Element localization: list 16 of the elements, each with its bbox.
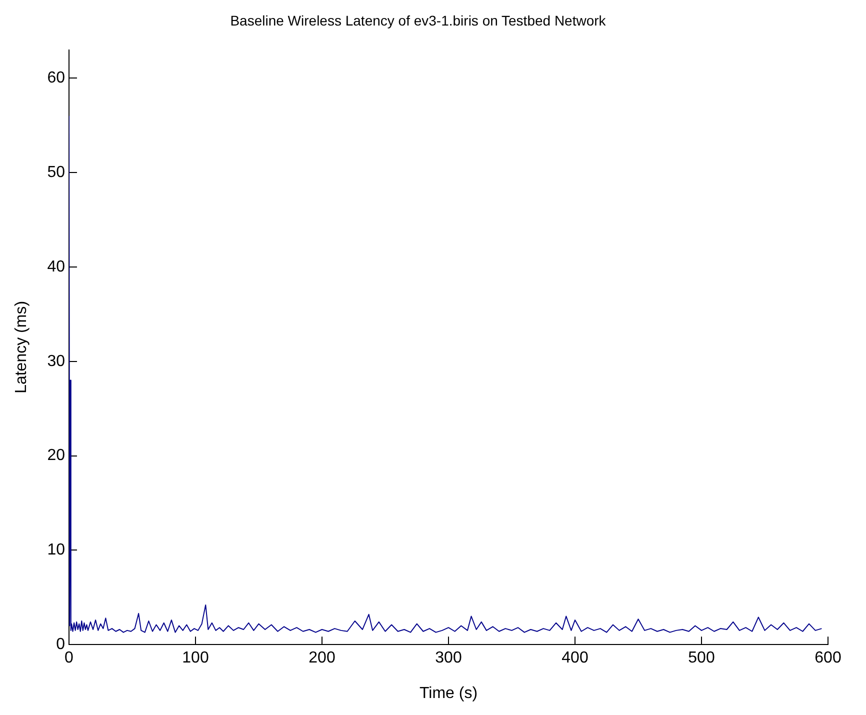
x-tick-label: 100 xyxy=(182,650,209,667)
y-tick-label: 20 xyxy=(47,447,66,464)
x-tick-label: 500 xyxy=(688,650,715,667)
x-tick-label: 300 xyxy=(435,650,462,667)
x-axis-title: Time (s) xyxy=(419,684,478,702)
y-axis-title: Latency (ms) xyxy=(13,300,30,394)
x-tick-label: 400 xyxy=(562,650,588,667)
y-tick-label: 10 xyxy=(47,542,66,559)
y-tick-label: 30 xyxy=(47,352,66,370)
y-tick-label: 60 xyxy=(47,70,66,87)
y-tick-label: 40 xyxy=(47,258,66,276)
x-tick-label: 600 xyxy=(814,650,842,667)
y-tick-label: 50 xyxy=(47,164,66,181)
y-tick-label: 0 xyxy=(56,636,66,654)
chart-title: Baseline Wireless Latency of ev3-1.biris on Testbed Network xyxy=(230,12,607,28)
x-tick-label: 200 xyxy=(308,650,336,667)
